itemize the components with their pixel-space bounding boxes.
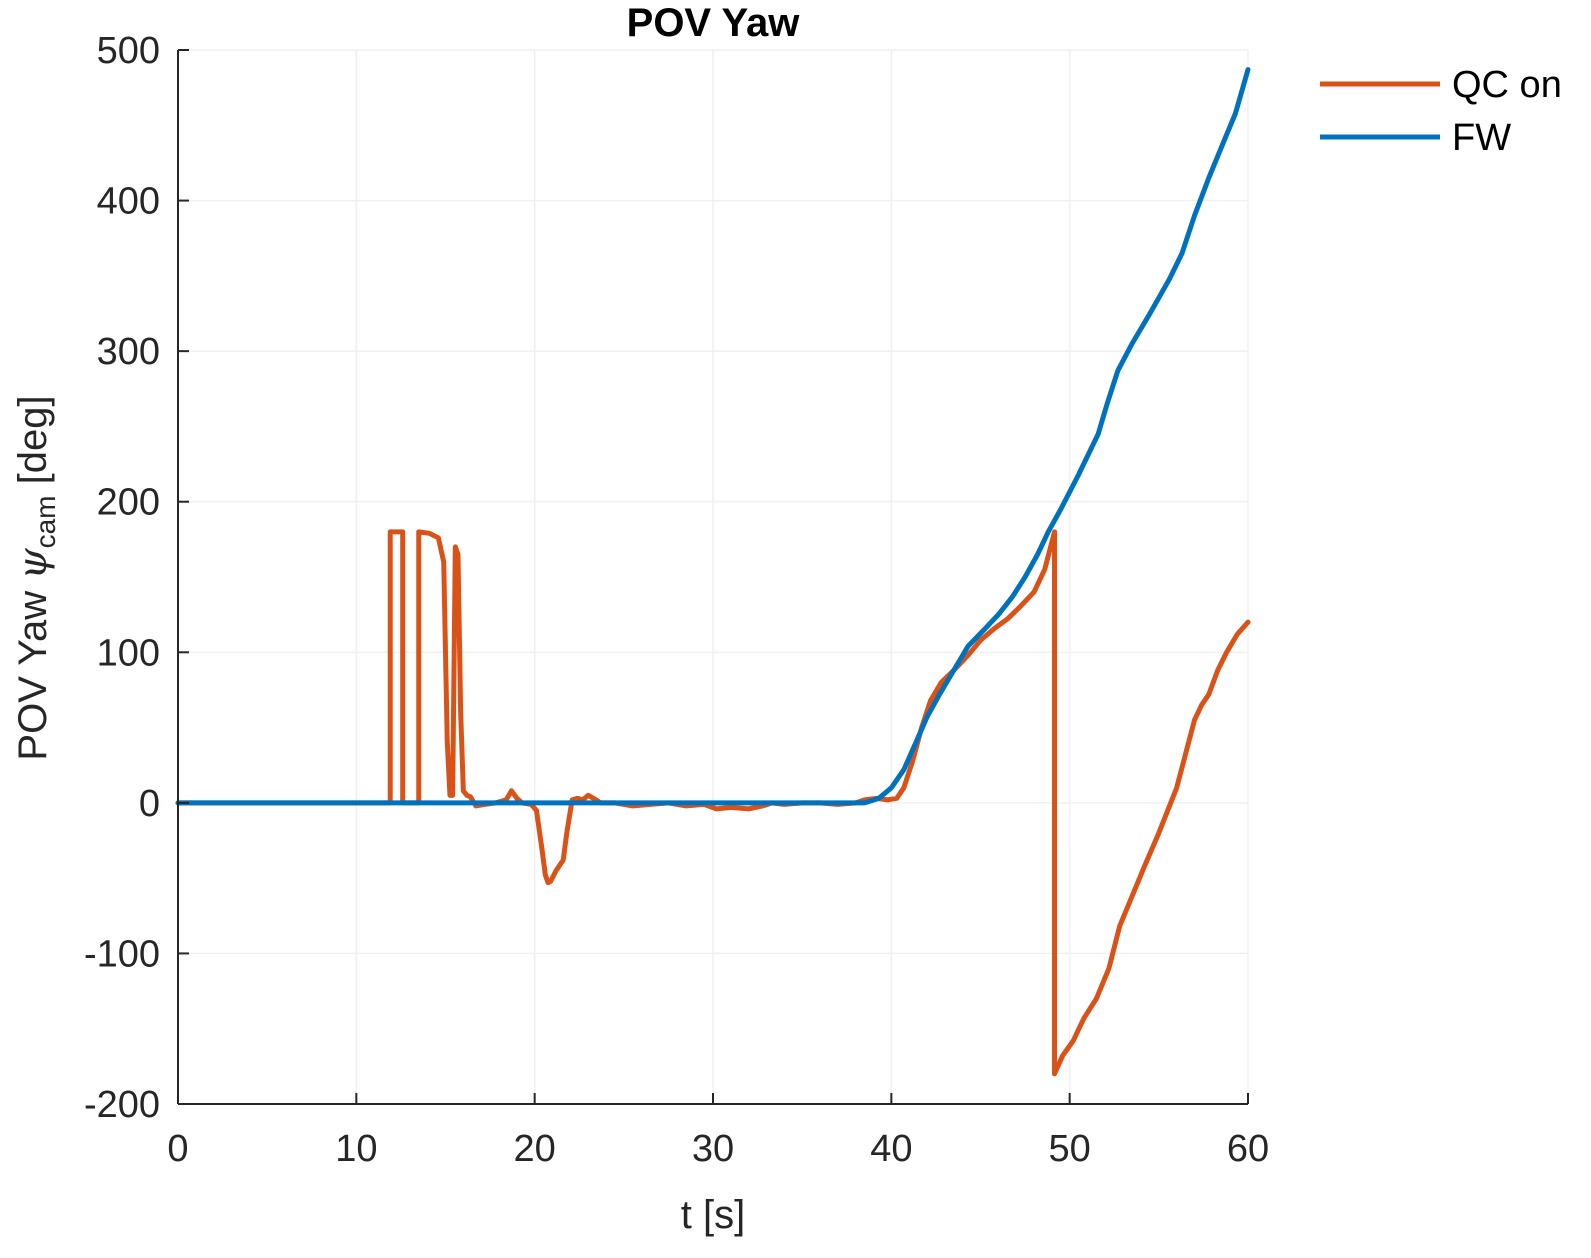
y-axis-label-subscript: cam bbox=[30, 495, 61, 548]
x-axis-ticks: 0 10 20 30 40 50 60 bbox=[167, 1093, 1269, 1170]
y-tick-label: 0 bbox=[139, 783, 160, 825]
series-layer bbox=[175, 67, 1251, 1077]
y-axis-label: POV Yaw ψcam [deg] bbox=[10, 395, 61, 760]
x-tick-label: 10 bbox=[335, 1128, 377, 1170]
y-tick-label: -200 bbox=[84, 1084, 160, 1126]
y-tick-label: -100 bbox=[84, 933, 160, 975]
y-axis-ticks: -200 -100 0 100 200 300 400 500 bbox=[84, 30, 189, 1126]
x-tick-label: 20 bbox=[514, 1128, 556, 1170]
x-tick-label: 30 bbox=[692, 1128, 734, 1170]
series-line-fw bbox=[175, 67, 1251, 806]
y-axis-label-prefix: POV Yaw bbox=[11, 580, 55, 761]
y-tick-label: 400 bbox=[97, 181, 160, 223]
chart-title: POV Yaw bbox=[627, 1, 801, 45]
x-tick-label: 0 bbox=[167, 1128, 188, 1170]
y-axis-label-symbol: ψ bbox=[10, 548, 56, 580]
legend-label-fw: FW bbox=[1452, 117, 1511, 159]
x-tick-label: 50 bbox=[1049, 1128, 1091, 1170]
legend: QC on FW bbox=[1320, 64, 1562, 159]
y-tick-label: 200 bbox=[97, 482, 160, 524]
grid-layer bbox=[177, 49, 1249, 1105]
y-tick-label: 500 bbox=[97, 30, 160, 72]
x-tick-label: 60 bbox=[1227, 1128, 1269, 1170]
x-axis-label: t [s] bbox=[681, 1193, 745, 1237]
y-tick-label: 100 bbox=[97, 632, 160, 674]
y-tick-label: 300 bbox=[97, 331, 160, 373]
legend-label-qc-on: QC on bbox=[1452, 64, 1562, 106]
y-axis-label-suffix: [deg] bbox=[11, 395, 55, 495]
x-tick-label: 40 bbox=[870, 1128, 912, 1170]
